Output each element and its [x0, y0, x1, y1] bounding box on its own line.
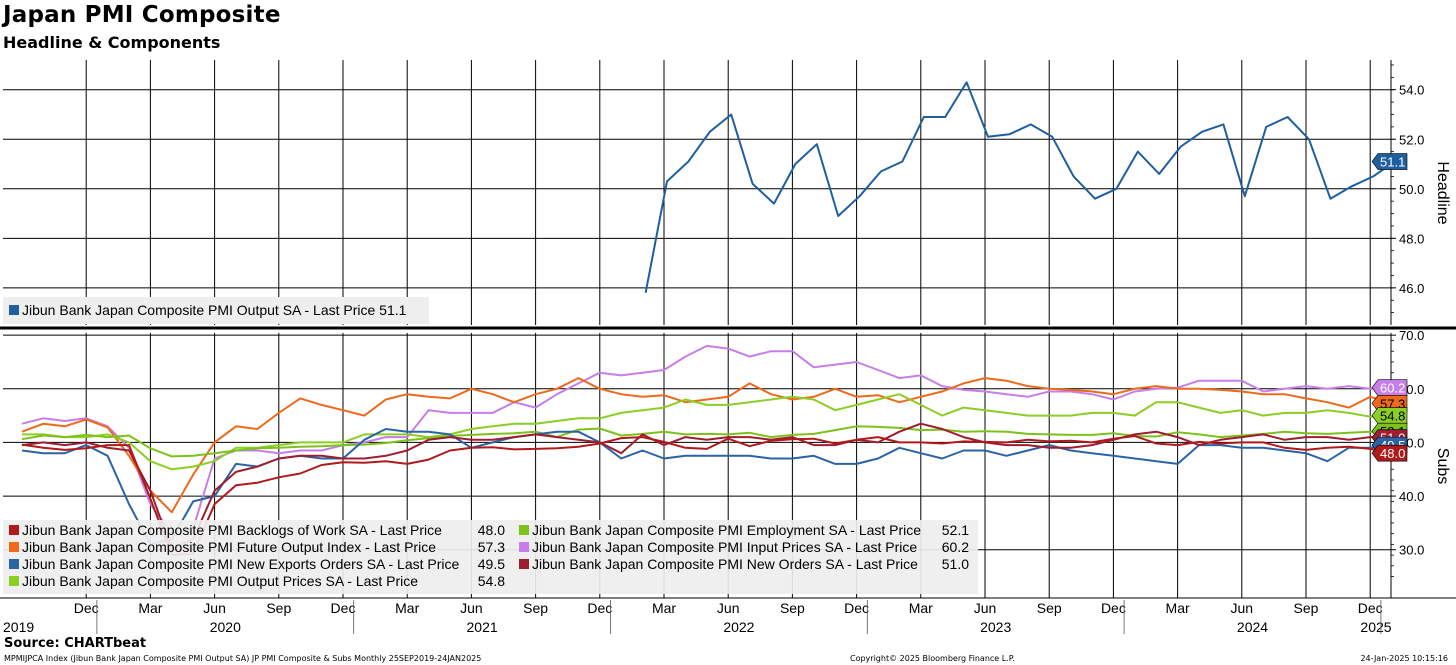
copyright: Copyright© 2025 Bloomberg Finance L.P. — [850, 654, 1015, 663]
headline-last-label-text: 51.1 — [1380, 155, 1405, 170]
headline-series-line — [644, 81, 1396, 293]
y-tick-label: 54.0 — [1399, 83, 1424, 98]
legend-bg — [3, 520, 978, 594]
legend-swatch — [9, 542, 19, 552]
future-output-line — [21, 377, 1392, 514]
legend-label: Jibun Bank Japan Composite PMI Input Pri… — [532, 539, 917, 555]
legends: Jibun Bank Japan Composite PMI Output SA… — [3, 297, 978, 594]
legend-label: Jibun Bank Japan Composite PMI Output SA… — [22, 302, 407, 318]
x-month-label: Sep — [1037, 600, 1062, 616]
x-month-label: Jun — [1231, 600, 1254, 616]
x-month-label: Dec — [844, 600, 869, 616]
backlogs-last-label-marker — [1371, 444, 1408, 462]
y-tick-label: 48.0 — [1399, 231, 1424, 246]
x-year-label: 2025 — [1360, 619, 1391, 635]
legend-bg — [3, 297, 429, 324]
legend-swatch — [9, 305, 19, 315]
backlogs-line — [21, 435, 1392, 557]
backlogs-last-label-text: 48.0 — [1380, 446, 1405, 461]
input-prices-last-label-text: 60.2 — [1380, 381, 1405, 396]
y-tick-label: 52.0 — [1399, 132, 1424, 147]
legend-label: Jibun Bank Japan Composite PMI Employmen… — [532, 522, 921, 538]
output-prices-last-label-text: 54.8 — [1380, 409, 1405, 424]
input-prices-last-label-marker — [1371, 379, 1408, 397]
axes: 46.048.050.052.054.030.040.050.060.070.0… — [0, 60, 1456, 635]
x-month-label: Mar — [395, 600, 419, 616]
y-tick-label: 46.0 — [1399, 281, 1424, 296]
ticker-line: MPMIJPCA Index (Jibun Bank Japan Composi… — [4, 654, 482, 663]
headline-axis-title: Headline — [1434, 161, 1451, 224]
y-tick-label: 30.0 — [1399, 543, 1424, 558]
chart-subtitle: Headline & Components — [3, 33, 221, 52]
x-month-label: Dec — [331, 600, 356, 616]
y-tick-label: 50.0 — [1399, 182, 1424, 197]
source-note: Source: CHARTbeat — [4, 636, 147, 651]
new-exports-line — [21, 428, 1392, 546]
x-year-label: 2020 — [210, 619, 241, 635]
x-month-label: Dec — [1358, 600, 1383, 616]
x-month-label: Jun — [460, 600, 483, 616]
legend-label: Jibun Bank Japan Composite PMI Output Pr… — [22, 573, 418, 589]
x-month-label: Dec — [1101, 600, 1126, 616]
legend-swatch — [519, 525, 529, 535]
x-month-label: Mar — [138, 600, 162, 616]
headline-legend: Jibun Bank Japan Composite PMI Output SA… — [3, 297, 429, 324]
x-month-label: Sep — [266, 600, 291, 616]
legend-value: 60.2 — [942, 539, 969, 555]
legend-label: Jibun Bank Japan Composite PMI New Order… — [532, 556, 918, 572]
x-year-label: 2021 — [467, 619, 498, 635]
x-year-label: 2019 — [3, 619, 34, 635]
x-month-label: Dec — [587, 600, 612, 616]
chart-title: Japan PMI Composite — [3, 2, 281, 28]
headline-last-label-marker — [1371, 153, 1408, 170]
x-year-label: 2022 — [723, 619, 754, 635]
output-prices-line — [22, 393, 1392, 471]
timestamp: 24-Jan-2025 10:15:16 — [1360, 654, 1448, 663]
series — [21, 81, 1396, 557]
x-month-label: Sep — [1294, 600, 1319, 616]
x-month-label: Jun — [203, 600, 226, 616]
x-month-label: Mar — [1166, 600, 1190, 616]
legend-value: 49.5 — [478, 556, 505, 572]
new-orders-line — [21, 422, 1392, 551]
legend-swatch — [9, 576, 19, 586]
input-prices-last-label: 60.2 — [1371, 379, 1408, 397]
input-prices-line — [21, 344, 1392, 535]
x-month-label: Sep — [523, 600, 548, 616]
x-month-label: Jun — [717, 600, 740, 616]
legend-value: 51.0 — [942, 556, 969, 572]
x-year-label: 2024 — [1237, 619, 1268, 635]
subs-axis-title: Subs — [1434, 448, 1451, 484]
legend-value: 57.3 — [478, 539, 505, 555]
x-month-label: Sep — [780, 600, 805, 616]
backlogs-last-label: 48.0 — [1371, 444, 1408, 462]
legend-label: Jibun Bank Japan Composite PMI Backlogs … — [22, 522, 442, 538]
x-month-label: Dec — [74, 600, 99, 616]
legend-value: 54.8 — [478, 573, 505, 589]
output-prices-last-label-marker — [1371, 407, 1408, 424]
legend-swatch — [519, 542, 529, 552]
legend-label: Jibun Bank Japan Composite PMI Future Ou… — [22, 539, 436, 555]
output-prices-last-label: 54.8 — [1371, 407, 1408, 424]
x-month-label: Mar — [909, 600, 933, 616]
legend-value: 48.0 — [478, 522, 505, 538]
x-year-label: 2023 — [980, 619, 1011, 635]
y-tick-label: 70.0 — [1399, 328, 1424, 343]
last-price-labels: 51.160.257.354.852.151.049.548.0 — [1371, 153, 1408, 462]
employment-line — [21, 425, 1392, 458]
legend-label: Jibun Bank Japan Composite PMI New Expor… — [22, 556, 460, 572]
legend-swatch — [9, 559, 19, 569]
legend-swatch — [519, 559, 529, 569]
headline-last-label: 51.1 — [1371, 153, 1408, 170]
x-month-label: Jun — [974, 600, 997, 616]
y-tick-label: 40.0 — [1399, 489, 1424, 504]
x-month-label: Mar — [652, 600, 676, 616]
legend-value: 52.1 — [942, 522, 969, 538]
subs-legend: Jibun Bank Japan Composite PMI Backlogs … — [3, 520, 978, 594]
legend-swatch — [9, 525, 19, 535]
